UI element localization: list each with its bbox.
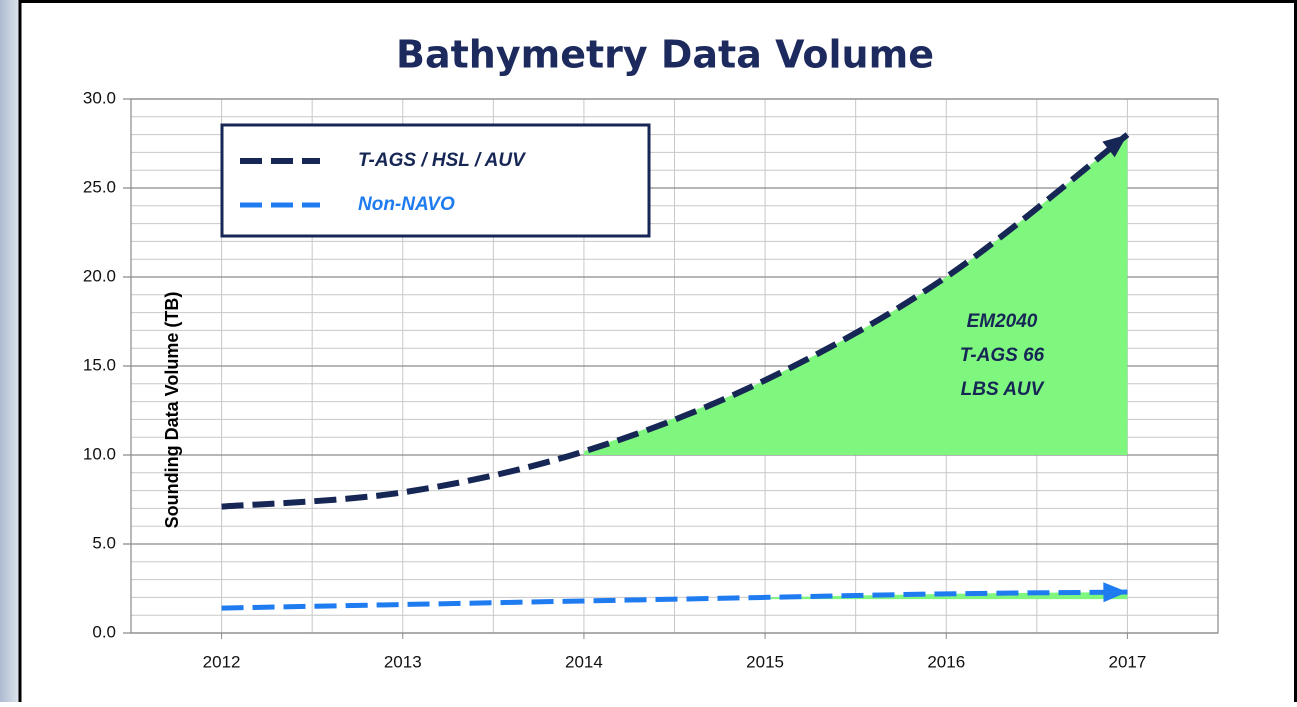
x-tick-label: 2016 <box>927 652 965 671</box>
x-tick-label: 2014 <box>565 652 603 671</box>
y-tick-label: 5.0 <box>92 533 116 552</box>
y-tick-label: 15.0 <box>83 355 116 374</box>
y-axis-label: Sounding Data Volume (TB) <box>162 292 182 529</box>
side-strip <box>0 0 20 702</box>
chart-title: Bathymetry Data Volume <box>396 33 934 77</box>
series-line <box>221 132 1130 510</box>
y-tick-label: 30.0 <box>83 88 116 107</box>
plot-frame <box>130 98 1219 634</box>
y-tick-label: 20.0 <box>83 266 116 285</box>
series-line <box>221 589 1128 611</box>
annotation: EM2040 <box>967 311 1038 332</box>
arrow-head <box>1102 134 1128 158</box>
shaded-region <box>583 134 1128 455</box>
x-tick-label: 2015 <box>746 652 784 671</box>
legend-box <box>220 123 651 238</box>
legend-label: T-AGS / HSL / AUV <box>358 150 526 171</box>
x-tick-label: 2017 <box>1109 652 1147 671</box>
legend-label: Non-NAVO <box>358 194 455 215</box>
x-tick-label: 2013 <box>384 652 422 671</box>
arrow-head <box>1103 582 1128 603</box>
annotation: T-AGS 66 <box>960 345 1045 366</box>
y-tick-label: 25.0 <box>83 177 116 196</box>
y-tick-label: 0.0 <box>92 622 116 641</box>
y-tick-label: 10.0 <box>83 444 116 463</box>
annotation: LBS AUV <box>961 379 1045 400</box>
x-tick-label: 2012 <box>203 652 241 671</box>
